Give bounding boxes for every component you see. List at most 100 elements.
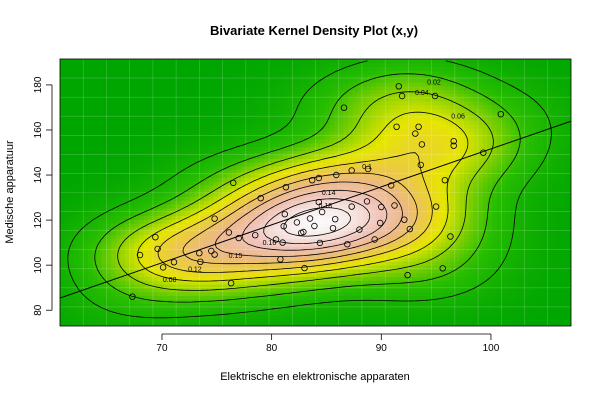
heatmap-cell <box>176 314 182 319</box>
heatmap-cell <box>352 245 358 251</box>
heatmap-cell <box>352 314 358 319</box>
heatmap-cell <box>69 165 75 171</box>
heatmap-cell <box>510 188 516 194</box>
heatmap-cell <box>231 181 238 186</box>
heatmap-cell <box>487 184 493 190</box>
heatmap-cell <box>78 303 84 308</box>
heatmap-cell <box>241 181 247 186</box>
heatmap-cell <box>222 299 228 304</box>
heatmap-cell <box>148 284 154 289</box>
heatmap-cell <box>371 200 377 205</box>
heatmap-cell <box>543 272 549 278</box>
heatmap-cell <box>454 226 461 232</box>
heatmap-cell <box>87 196 94 201</box>
heatmap-cell <box>366 165 372 171</box>
heatmap-cell <box>97 238 103 243</box>
heatmap-cell <box>524 284 530 289</box>
heatmap-cell <box>60 154 66 159</box>
heatmap-cell <box>106 268 112 274</box>
heatmap-cell <box>464 257 470 262</box>
heatmap-cell <box>134 264 140 270</box>
heatmap-cell <box>310 230 317 236</box>
heatmap-cell <box>519 245 526 251</box>
heatmap-cell <box>348 272 354 278</box>
heatmap-cell <box>125 268 131 274</box>
heatmap-cell <box>413 272 419 278</box>
heatmap-cell <box>324 242 331 247</box>
heatmap-cell <box>566 299 571 304</box>
heatmap-cell <box>385 318 391 323</box>
heatmap-cell <box>306 314 312 319</box>
heatmap-cell <box>78 219 84 224</box>
heatmap-cell <box>413 223 419 228</box>
heatmap-cell <box>282 215 289 220</box>
heatmap-cell <box>440 158 447 163</box>
heatmap-cell <box>436 295 442 300</box>
heatmap-cell <box>292 181 298 186</box>
heatmap-cell <box>60 322 66 326</box>
heatmap-cell <box>473 306 479 312</box>
heatmap-cell <box>324 223 331 228</box>
heatmap-cell <box>505 211 512 216</box>
heatmap-cell <box>366 234 372 239</box>
heatmap-cell <box>78 192 84 197</box>
heatmap-cell <box>413 284 419 289</box>
heatmap-cell <box>78 196 84 201</box>
heatmap-cell <box>236 287 242 293</box>
heatmap-cell <box>138 200 145 205</box>
heatmap-cell <box>287 177 293 182</box>
heatmap-cell <box>464 230 470 236</box>
heatmap-cell <box>413 192 419 197</box>
heatmap-cell <box>194 310 200 316</box>
heatmap-cell <box>361 280 368 285</box>
heatmap-cell <box>464 177 470 182</box>
heatmap-cell <box>125 184 131 190</box>
heatmap-cell <box>501 264 507 270</box>
heatmap-cell <box>259 299 265 304</box>
heatmap-cell <box>343 261 349 266</box>
heatmap-cell <box>529 173 535 178</box>
heatmap-cell <box>478 154 484 159</box>
heatmap-cell <box>334 253 340 258</box>
heatmap-cell <box>111 314 117 319</box>
heatmap-cell <box>287 322 293 326</box>
heatmap-cell <box>87 276 94 281</box>
heatmap-cell <box>389 207 396 213</box>
heatmap-cell <box>394 226 400 232</box>
heatmap-cell <box>259 200 265 205</box>
heatmap-cell <box>348 291 354 297</box>
heatmap-cell <box>162 192 168 197</box>
heatmap-cell <box>417 226 423 232</box>
heatmap-cell <box>352 276 358 281</box>
heatmap-cell <box>245 291 252 297</box>
heatmap-cell <box>250 306 256 312</box>
heatmap-cell <box>496 215 502 220</box>
heatmap-cell <box>436 238 442 243</box>
heatmap-cell <box>403 154 410 159</box>
heatmap-cell <box>464 203 470 209</box>
heatmap-cell <box>227 169 233 175</box>
heatmap-cell <box>245 188 252 194</box>
heatmap-cell <box>143 303 149 308</box>
heatmap-cell <box>60 238 66 243</box>
heatmap-cell <box>343 158 349 163</box>
heatmap-cell <box>101 314 108 319</box>
heatmap-cell <box>259 196 265 201</box>
heatmap-cell <box>190 181 196 186</box>
heatmap-cell <box>176 306 182 312</box>
heatmap-cell <box>413 268 419 274</box>
heatmap-cell <box>403 261 410 266</box>
heatmap-cell <box>213 169 219 175</box>
heatmap-cell <box>231 165 238 171</box>
heatmap-cell <box>134 284 140 289</box>
heatmap-cell <box>73 177 80 182</box>
heatmap-cell <box>208 234 214 239</box>
heatmap-cell <box>492 226 498 232</box>
heatmap-cell <box>157 249 163 255</box>
heatmap-cell <box>236 295 242 300</box>
heatmap-cell <box>547 169 554 175</box>
heatmap-cell <box>185 284 191 289</box>
heatmap-cell <box>180 188 187 194</box>
heatmap-cell <box>408 318 414 323</box>
heatmap-cell <box>166 150 173 155</box>
